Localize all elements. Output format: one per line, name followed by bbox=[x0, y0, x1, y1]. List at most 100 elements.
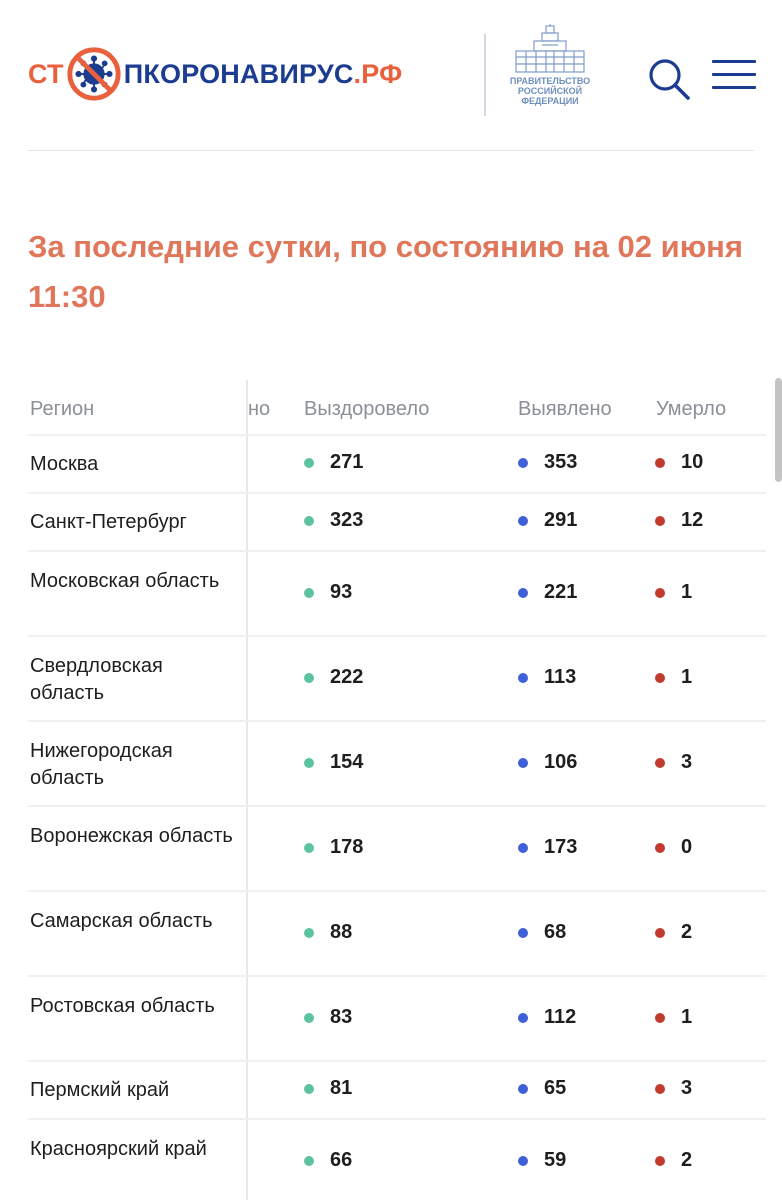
died-value: 2 bbox=[655, 921, 692, 944]
menu-bar bbox=[712, 73, 756, 76]
logo-text-start: СТ bbox=[28, 58, 64, 89]
died-dot-icon bbox=[655, 457, 665, 468]
virus-stop-icon bbox=[67, 47, 121, 101]
table-header: Регион но Выздоровело Выявлено Умерло bbox=[28, 380, 766, 436]
header-separator bbox=[28, 150, 754, 151]
recovered-number: 323 bbox=[330, 509, 364, 531]
detected-dot-icon bbox=[518, 672, 528, 683]
column-header-died[interactable]: Умерло bbox=[656, 398, 727, 420]
region-name: Ростовская область bbox=[30, 995, 215, 1017]
recovered-dot-icon bbox=[304, 1012, 314, 1023]
died-dot-icon bbox=[655, 1083, 665, 1094]
recovered-number: 66 bbox=[330, 1149, 353, 1171]
recovered-dot-icon bbox=[304, 842, 314, 853]
column-header-partial[interactable]: но bbox=[248, 398, 271, 420]
detected-value: 65 bbox=[518, 1077, 566, 1100]
recovered-value: 88 bbox=[304, 921, 352, 944]
detected-value: 353 bbox=[518, 451, 577, 474]
recovered-number: 154 bbox=[330, 751, 364, 773]
detected-dot-icon bbox=[518, 515, 528, 526]
menu-bar bbox=[712, 60, 756, 63]
recovered-value: 154 bbox=[304, 751, 363, 774]
detected-number: 112 bbox=[544, 1006, 577, 1028]
recovered-value: 83 bbox=[304, 1006, 352, 1029]
died-dot-icon bbox=[655, 1012, 665, 1023]
detected-dot-icon bbox=[518, 927, 528, 938]
detected-number: 353 bbox=[544, 451, 578, 473]
recovered-number: 88 bbox=[330, 921, 353, 943]
detected-value: 291 bbox=[518, 509, 577, 532]
recovered-value: 66 bbox=[304, 1149, 352, 1172]
government-building-icon bbox=[515, 24, 585, 73]
table-row: Самарская область 88 68 2 bbox=[28, 892, 766, 977]
detected-dot-icon bbox=[518, 1083, 528, 1094]
government-logo[interactable]: ПРАВИТЕЛЬСТВО РОССИЙСКОЙ ФЕДЕРАЦИИ bbox=[500, 24, 600, 114]
recovered-number: 83 bbox=[330, 1006, 353, 1028]
detected-number: 113 bbox=[544, 666, 577, 688]
recovered-number: 271 bbox=[330, 451, 364, 473]
region-name: Санкт-Петербург bbox=[30, 511, 187, 533]
recovered-dot-icon bbox=[304, 1083, 314, 1094]
died-number: 1 bbox=[681, 581, 693, 603]
column-header-recovered[interactable]: Выздоровело bbox=[304, 398, 430, 420]
logo-text-main: ПКОРОНАВИРУС bbox=[123, 58, 354, 89]
table-row: Нижегородская область 154 106 3 bbox=[28, 722, 766, 807]
died-number: 10 bbox=[681, 451, 704, 473]
died-value: 1 bbox=[655, 666, 692, 689]
government-caption: ПРАВИТЕЛЬСТВО РОССИЙСКОЙ ФЕДЕРАЦИИ bbox=[500, 76, 600, 106]
detected-dot-icon bbox=[518, 1155, 528, 1166]
died-number: 2 bbox=[681, 1149, 693, 1171]
hamburger-menu-button[interactable] bbox=[712, 60, 756, 92]
detected-value: 173 bbox=[518, 836, 577, 859]
recovered-dot-icon bbox=[304, 515, 314, 526]
detected-number: 106 bbox=[544, 751, 578, 773]
table-row: Воронежская область 178 173 0 bbox=[28, 807, 766, 892]
detected-value: 68 bbox=[518, 921, 566, 944]
table-row: Ростовская область 83 112 1 bbox=[28, 977, 766, 1062]
died-number: 1 bbox=[681, 666, 693, 688]
detected-dot-icon bbox=[518, 457, 528, 468]
detected-dot-icon bbox=[518, 757, 528, 768]
sticky-column-separator bbox=[246, 380, 248, 1200]
died-value: 10 bbox=[655, 451, 703, 474]
vertical-scrollbar[interactable] bbox=[775, 378, 782, 482]
site-logo[interactable]: СТ ПКОРОНАВИРУС .РФ bbox=[28, 44, 402, 104]
recovered-dot-icon bbox=[304, 457, 314, 468]
table-row: Московская область 93 221 1 bbox=[28, 552, 766, 637]
heading-time-line: 11:30 bbox=[28, 279, 106, 314]
page-heading: За последние сутки, по состоянию на 02 и… bbox=[28, 222, 782, 322]
recovered-value: 93 bbox=[304, 581, 352, 604]
recovered-value: 81 bbox=[304, 1077, 352, 1100]
recovered-number: 222 bbox=[330, 666, 364, 688]
detected-value: 112 bbox=[518, 1006, 576, 1029]
table-row: Свердловская область 222 113 1 bbox=[28, 637, 766, 722]
column-header-region[interactable]: Регион bbox=[30, 398, 95, 420]
column-header-detected[interactable]: Выявлено bbox=[518, 398, 612, 420]
detected-value: 59 bbox=[518, 1149, 566, 1172]
detected-dot-icon bbox=[518, 842, 528, 853]
died-number: 2 bbox=[681, 921, 693, 943]
logo-text-domain: .РФ bbox=[353, 58, 403, 89]
died-dot-icon bbox=[655, 842, 665, 853]
region-name: Пермский край bbox=[30, 1079, 170, 1101]
recovered-number: 178 bbox=[330, 836, 364, 858]
died-dot-icon bbox=[655, 587, 665, 598]
died-value: 12 bbox=[655, 509, 703, 532]
died-value: 2 bbox=[655, 1149, 692, 1172]
region-name: Самарская область bbox=[30, 910, 213, 932]
recovered-value: 323 bbox=[304, 509, 363, 532]
died-number: 3 bbox=[681, 1077, 693, 1099]
died-value: 3 bbox=[655, 751, 692, 774]
government-caption-line: ФЕДЕРАЦИИ bbox=[521, 96, 579, 106]
died-value: 0 bbox=[655, 836, 692, 859]
detected-number: 65 bbox=[544, 1077, 567, 1099]
heading-date-line: За последние сутки, по состоянию на 02 и… bbox=[28, 229, 743, 264]
table-row: Москва 271 353 10 bbox=[28, 436, 766, 494]
recovered-value: 271 bbox=[304, 451, 363, 474]
search-button[interactable] bbox=[646, 56, 692, 102]
detected-value: 106 bbox=[518, 751, 577, 774]
recovered-dot-icon bbox=[304, 927, 314, 938]
region-name: Свердловская область bbox=[30, 655, 163, 704]
detected-number: 59 bbox=[544, 1149, 567, 1171]
detected-dot-icon bbox=[518, 1012, 528, 1023]
